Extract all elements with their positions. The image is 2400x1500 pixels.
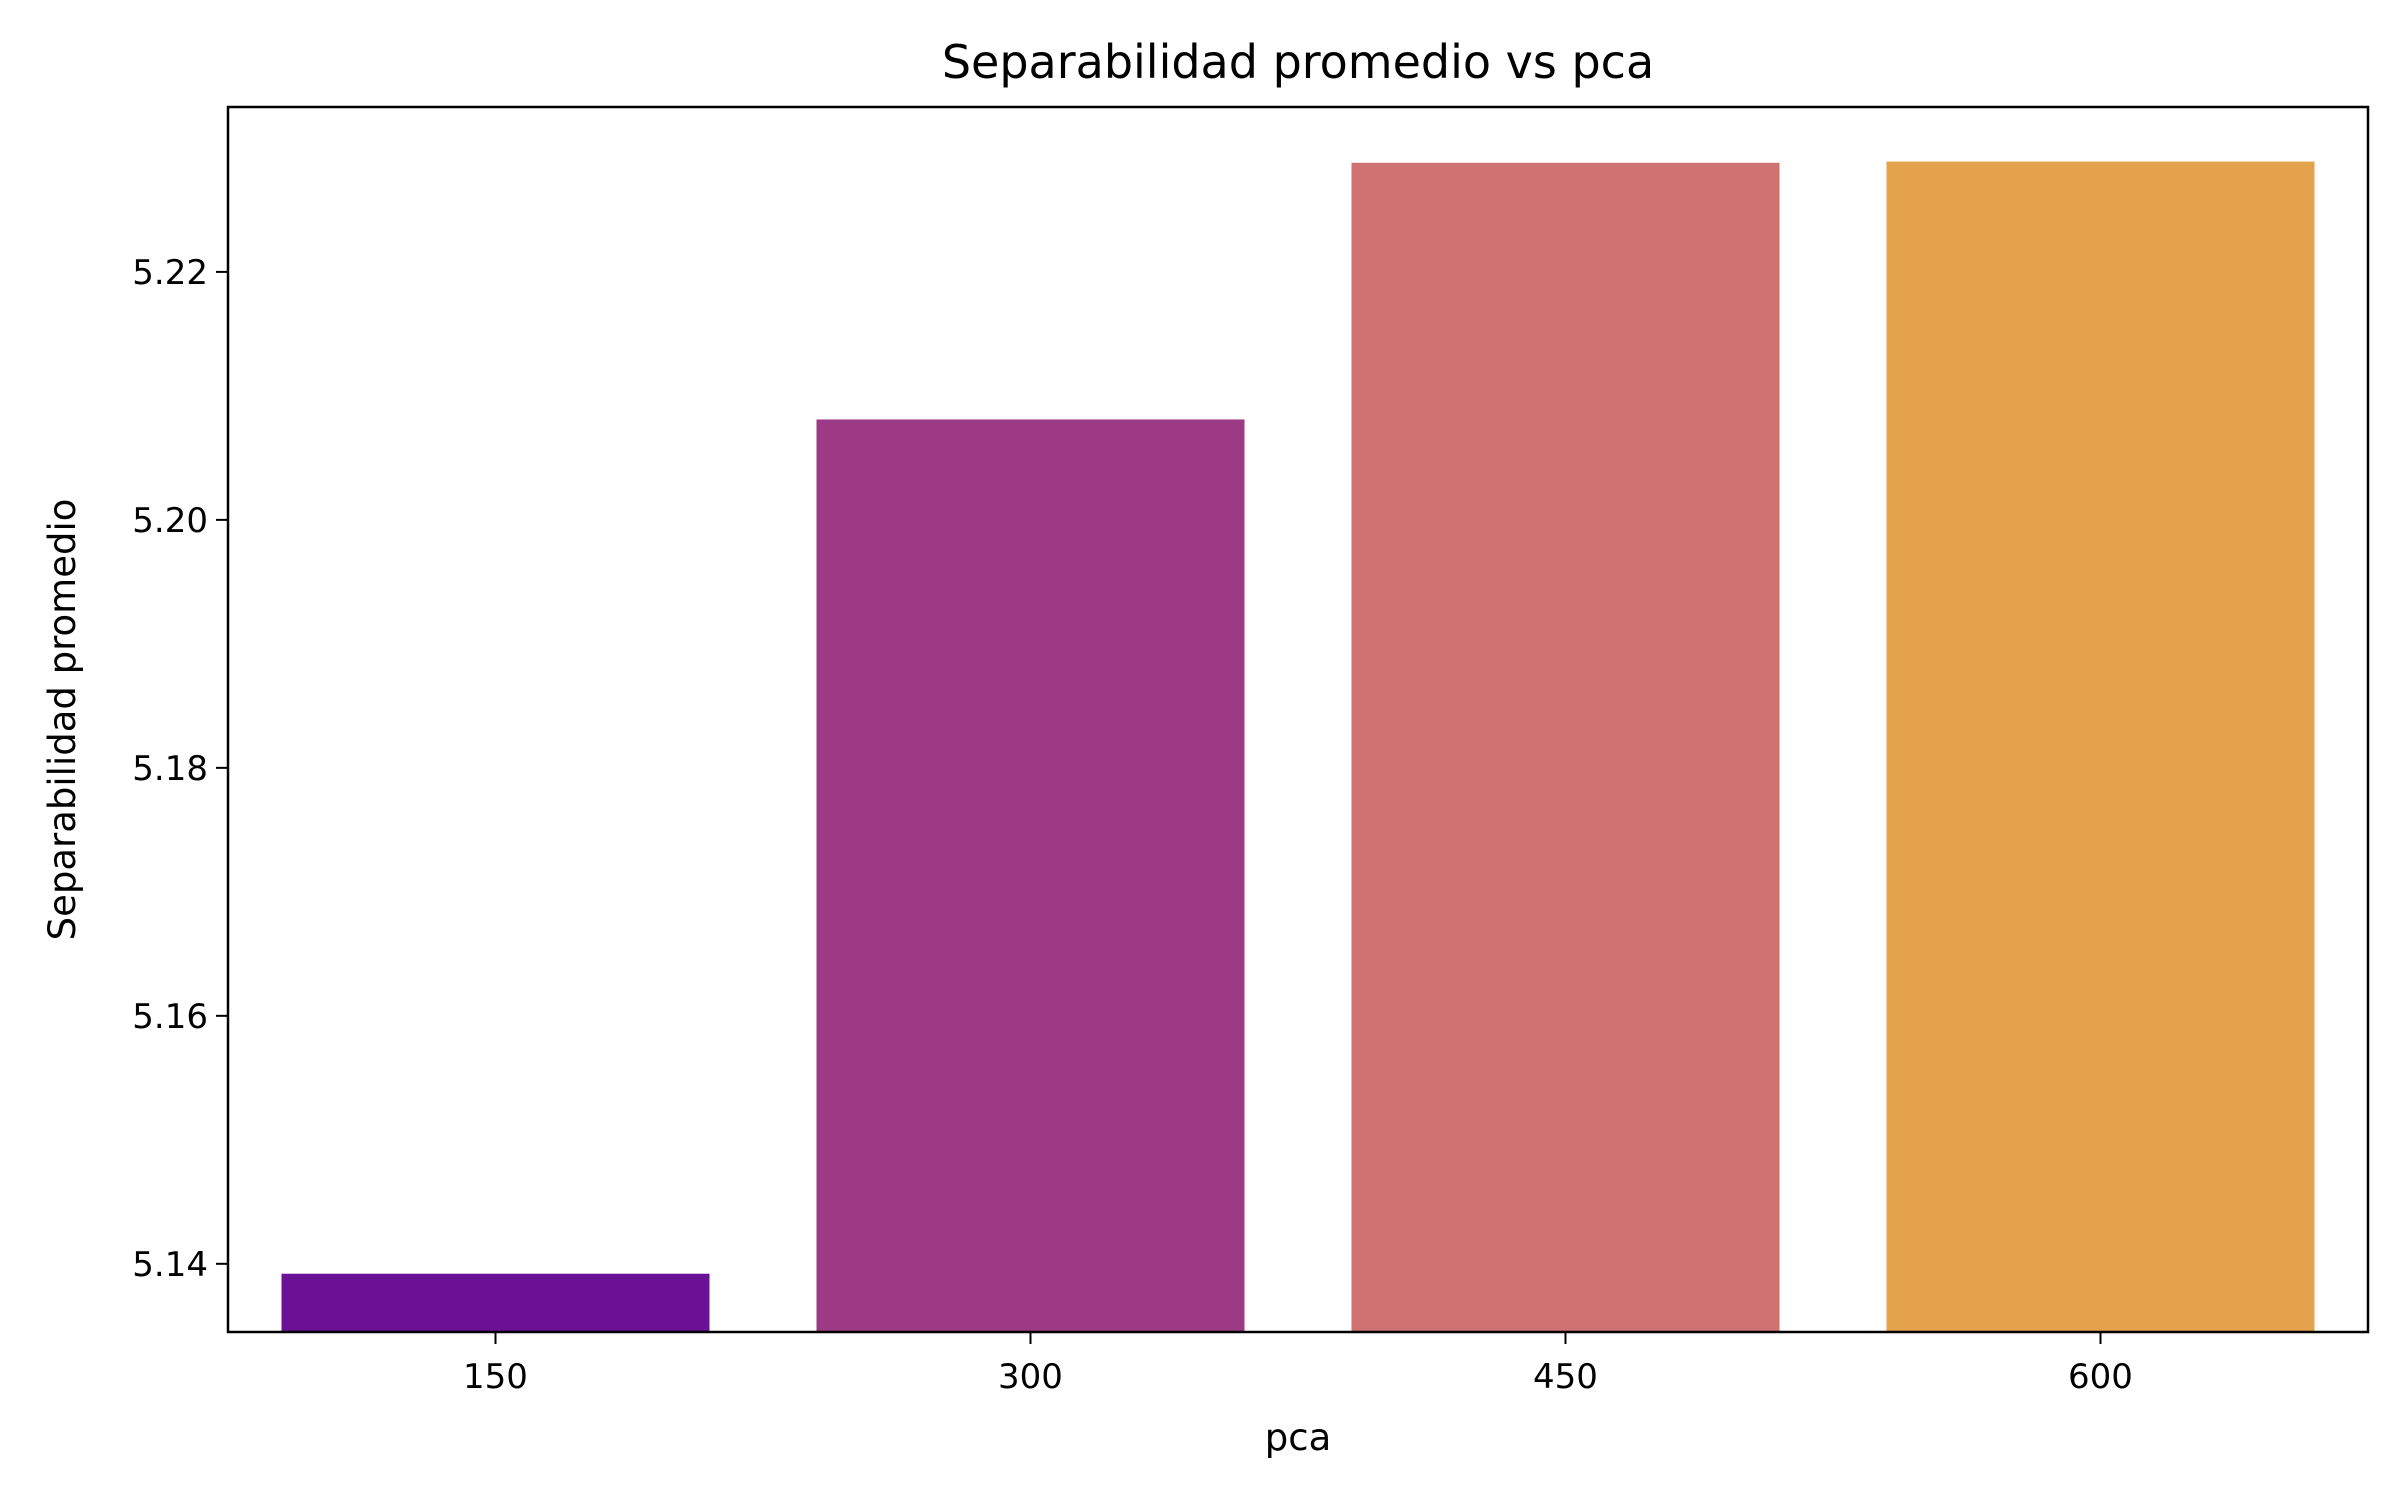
x-axis: 150 300 450 600 (463, 1332, 2133, 1397)
bar-150 (281, 1273, 710, 1332)
plot-frame (226, 105, 2370, 1334)
y-tick-label: 5.14 (132, 1245, 208, 1285)
y-tick-label: 5.18 (132, 749, 208, 789)
x-tick-label: 150 (463, 1357, 528, 1397)
x-axis-label: pca (1265, 1416, 1332, 1459)
x-tick-label: 300 (998, 1357, 1063, 1397)
x-tick-label: 450 (1533, 1357, 1598, 1397)
y-axis-label: Separabilidad promedio (41, 499, 84, 941)
bars-group (281, 161, 2315, 1332)
bar-600 (1886, 161, 2315, 1332)
y-tick-label: 5.20 (132, 501, 208, 541)
x-tick-label: 600 (2068, 1357, 2133, 1397)
y-tick-label: 5.22 (132, 253, 208, 293)
y-axis: 5.14 5.16 5.18 5.20 5.22 (132, 253, 228, 1285)
chart-title: Separabilidad promedio vs pca (942, 35, 1654, 89)
y-tick-label: 5.16 (132, 997, 208, 1037)
bar-300 (816, 419, 1245, 1332)
bar-450 (1351, 162, 1780, 1332)
